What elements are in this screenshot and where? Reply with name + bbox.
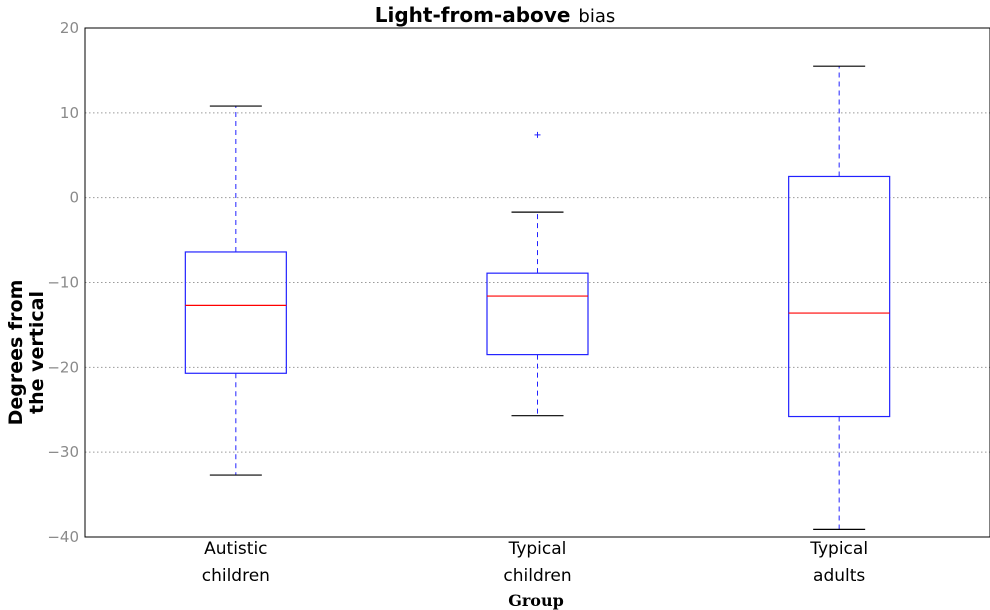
- chart-title-bold: Light-from-above: [375, 3, 571, 27]
- chart-title-normal: bias: [578, 6, 615, 27]
- y-axis-label-line-1: Degrees from: [5, 280, 27, 426]
- x-tick-label: children: [202, 566, 270, 586]
- y-axis-ticks: 20 10 0 −10 −20 −30 −40: [47, 19, 79, 546]
- x-axis-label: Group: [508, 591, 564, 610]
- x-tick-label: children: [503, 566, 571, 586]
- x-axis-ticks: Autistic children Typical children Typical ad…: [202, 539, 868, 586]
- y-axis-label-2: the vertical: [26, 291, 48, 414]
- y-tick-label: −40: [47, 528, 79, 546]
- y-axis-label-line-2: the vertical: [26, 291, 48, 414]
- outlier-marker: [534, 131, 541, 138]
- y-tick-label: 0: [69, 189, 79, 207]
- y-tick-label: −20: [47, 358, 79, 376]
- y-tick-label: 20: [60, 19, 79, 37]
- box-group: [788, 65, 891, 530]
- y-tick-label: −30: [47, 443, 79, 461]
- y-tick-label: −10: [47, 274, 79, 292]
- y-axis-label: Degrees from: [5, 280, 27, 426]
- boxes: [184, 65, 891, 530]
- x-tick-label: Autistic: [204, 539, 267, 559]
- x-tick-label: Typical: [809, 539, 868, 559]
- x-tick-label: Typical: [508, 539, 567, 559]
- plot-frame: [84, 27, 990, 538]
- box-group: [486, 131, 589, 417]
- box-group: [184, 105, 287, 476]
- chart-title: Light-from-above bias: [375, 3, 615, 27]
- y-tick-label: 10: [60, 104, 79, 122]
- iqr-box: [184, 251, 287, 374]
- x-tick-label: adults: [813, 566, 865, 586]
- iqr-box: [788, 175, 891, 418]
- iqr-box: [486, 272, 589, 356]
